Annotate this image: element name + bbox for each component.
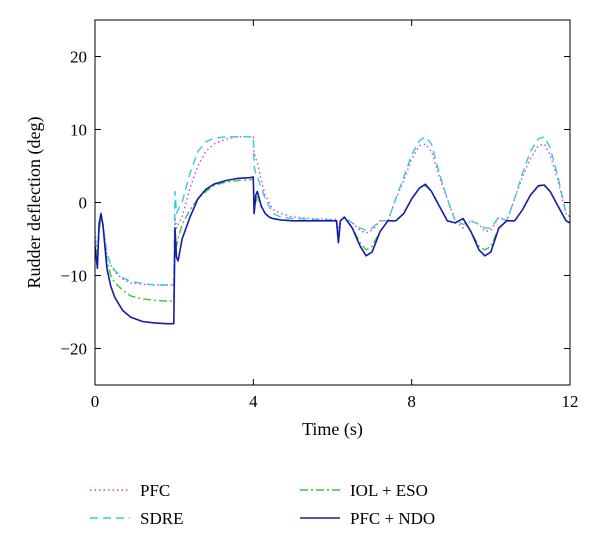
x-axis-label: Time (s) — [302, 419, 363, 440]
legend-label: SDRE — [140, 509, 183, 528]
legend-label: IOL + ESO — [350, 481, 428, 500]
legend-label: PFC + NDO — [350, 509, 435, 528]
series-line-iol-eso — [95, 178, 570, 302]
plot-frame — [94, 19, 571, 386]
y-tick-label: 0 — [79, 194, 88, 213]
legend-item-iol-eso: IOL + ESO — [300, 481, 428, 500]
ticks-layer: 0 4 8 12 −20 −10 0 10 20 — [60, 20, 579, 411]
legend-item-pfc-ndo: PFC + NDO — [300, 509, 435, 528]
y-tick-label: −20 — [60, 340, 87, 359]
series-line-pfc-ndo — [95, 176, 570, 325]
y-axis-label: Rudder deflection (deg) — [24, 117, 45, 289]
series-layer — [95, 136, 570, 325]
y-tick-label: −10 — [60, 267, 87, 286]
series-line-sdre — [95, 136, 570, 287]
legend: PFC SDRE IOL + ESO PFC + NDO — [90, 481, 435, 528]
y-tick-label: 20 — [70, 48, 87, 67]
x-tick-label: 4 — [249, 392, 258, 411]
x-tick-label: 8 — [407, 392, 416, 411]
y-tick-label: 10 — [70, 121, 87, 140]
x-tick-label: 12 — [562, 392, 579, 411]
legend-item-pfc: PFC — [90, 481, 170, 500]
x-tick-label: 0 — [91, 392, 100, 411]
legend-item-sdre: SDRE — [90, 509, 183, 528]
series-line-pfc — [95, 136, 570, 286]
legend-label: PFC — [140, 481, 170, 500]
